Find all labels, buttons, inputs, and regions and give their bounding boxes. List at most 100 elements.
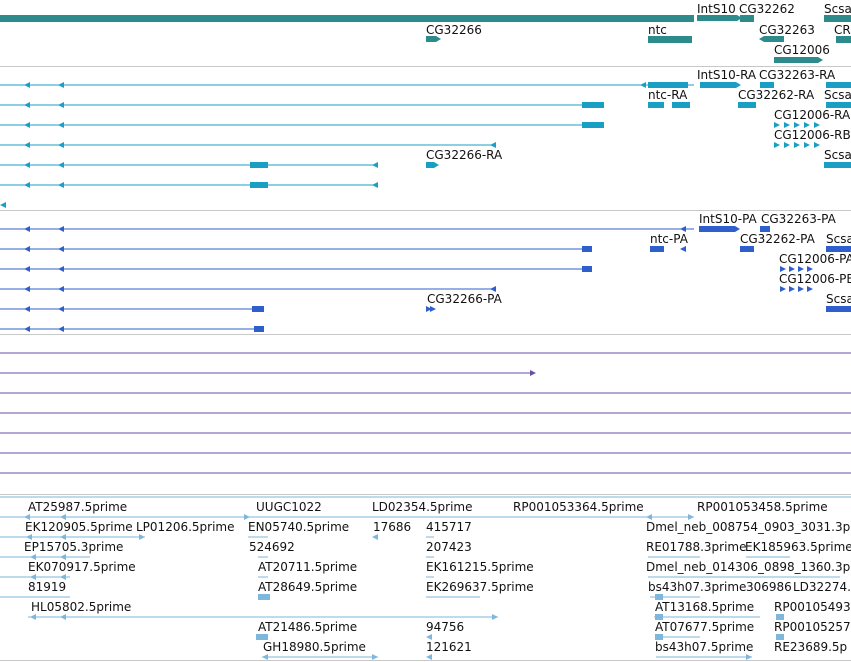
est-label[interactable]: AT13168.5prime bbox=[655, 600, 755, 614]
strand-arrow-left bbox=[646, 514, 652, 520]
transcript-label[interactable]: IntS10-RA bbox=[697, 68, 757, 82]
feature-box bbox=[258, 594, 270, 600]
est-label[interactable]: AT20711.5prime bbox=[258, 560, 358, 574]
est-label[interactable]: AT25987.5prime bbox=[28, 500, 128, 514]
est-label[interactable]: HL05802.5prime bbox=[31, 600, 132, 614]
feature-box bbox=[582, 122, 604, 128]
est-label[interactable]: EK185963.5prime bbox=[745, 540, 851, 554]
est-label[interactable]: RE23689.5p bbox=[774, 640, 848, 654]
strand-arrow-right bbox=[789, 286, 795, 292]
feature-box bbox=[250, 162, 268, 168]
gene-label[interactable]: CG32266 bbox=[426, 23, 482, 37]
gene-label[interactable]: CR bbox=[834, 23, 851, 37]
est-label[interactable]: GH18980.5prime bbox=[263, 640, 366, 654]
feature-box bbox=[776, 634, 784, 640]
strand-arrow-left bbox=[24, 182, 30, 188]
strand-arrow-left bbox=[58, 286, 64, 292]
est-label[interactable]: EK269637.5prime bbox=[426, 580, 534, 594]
strand-arrow-right bbox=[794, 122, 800, 128]
est-label[interactable]: Dmel_neb_014306_0898_1360.3p bbox=[646, 560, 851, 574]
gene-label[interactable]: IntS10 bbox=[697, 2, 736, 16]
transcript-label[interactable]: CG32262-RA bbox=[738, 88, 815, 102]
est-label[interactable]: RP001053364.5prime bbox=[513, 500, 644, 514]
est-label[interactable]: LD02354.5prime bbox=[372, 500, 473, 514]
strand-arrow-left bbox=[759, 36, 764, 42]
feature-box bbox=[672, 102, 690, 108]
transcript-label[interactable]: CG12006-RA bbox=[774, 108, 851, 122]
feature-box bbox=[250, 182, 268, 188]
est-label[interactable]: UUGC1022 bbox=[256, 500, 322, 514]
est-label[interactable]: RE01788.3prime bbox=[646, 540, 747, 554]
est-label[interactable]: AT28649.5prime bbox=[258, 580, 358, 594]
polypeptide-label[interactable]: IntS10-PA bbox=[699, 212, 757, 226]
transcript-label[interactable]: ntc-RA bbox=[648, 88, 688, 102]
transcript-label[interactable]: Scsal bbox=[824, 148, 851, 162]
est-label[interactable]: EK161215.5prime bbox=[426, 560, 534, 574]
est-label[interactable]: Dmel_neb_008754_0903_3031.3p bbox=[646, 520, 851, 534]
strand-arrow-left bbox=[58, 102, 64, 108]
feature-box bbox=[826, 102, 851, 108]
strand-arrow-right bbox=[746, 654, 752, 660]
est-label[interactable]: RP00105257 bbox=[774, 620, 851, 634]
transcript-label[interactable]: CG32263-RA bbox=[759, 68, 836, 82]
est-label[interactable]: bs43h07.3prime bbox=[648, 580, 747, 594]
track-separator bbox=[0, 66, 851, 67]
strand-arrow-right bbox=[807, 286, 813, 292]
transcript-label[interactable]: CG32266-RA bbox=[426, 148, 503, 162]
strand-arrow-left bbox=[60, 574, 66, 580]
est-label[interactable]: 121621 bbox=[426, 640, 472, 654]
est-label[interactable]: 306986 bbox=[746, 580, 792, 594]
est-label[interactable]: LP01206.5prime bbox=[136, 520, 235, 534]
gene-label[interactable]: CG32262 bbox=[739, 2, 795, 16]
est-label[interactable]: RP00105493 bbox=[774, 600, 851, 614]
strand-arrow-right bbox=[798, 266, 804, 272]
strand-arrow-right bbox=[434, 162, 439, 168]
transcript-label[interactable]: Scsal bbox=[824, 88, 851, 102]
gene-feature bbox=[648, 36, 692, 43]
est-label[interactable]: 415717 bbox=[426, 520, 472, 534]
strand-arrow-right bbox=[814, 122, 820, 128]
est-label[interactable]: EP15705.3prime bbox=[24, 540, 124, 554]
gene-label[interactable]: CG32263 bbox=[759, 23, 815, 37]
strand-arrow-left bbox=[0, 202, 6, 208]
est-label[interactable]: EN05740.5prime bbox=[248, 520, 350, 534]
gene-label[interactable]: CG12006 bbox=[774, 43, 830, 57]
polypeptide-label[interactable]: ntc-PA bbox=[650, 232, 688, 246]
est-label[interactable]: 94756 bbox=[426, 620, 465, 634]
polypeptide-label[interactable]: CG12006-PB bbox=[779, 272, 851, 286]
strand-arrow-right bbox=[492, 614, 498, 620]
polypeptide-label[interactable]: Scsa bbox=[826, 232, 851, 246]
feature-box bbox=[776, 614, 784, 620]
strand-arrow-right bbox=[804, 142, 810, 148]
strand-arrow-left bbox=[24, 246, 30, 252]
track-separator bbox=[0, 334, 851, 335]
feature-box bbox=[738, 102, 756, 108]
gene-label[interactable]: Scsal bbox=[824, 2, 851, 16]
polypeptide-label[interactable]: CG12006-PA bbox=[779, 252, 851, 266]
est-label[interactable]: AT07677.5prime bbox=[655, 620, 755, 634]
transcript-label[interactable]: CG12006-RB bbox=[774, 128, 851, 142]
est-label[interactable]: 81919 bbox=[28, 580, 67, 594]
est-label[interactable]: LD32274. bbox=[793, 580, 851, 594]
est-label[interactable]: 207423 bbox=[426, 540, 472, 554]
strand-arrow-left bbox=[490, 286, 496, 292]
est-label[interactable]: EK120905.5prime bbox=[25, 520, 133, 534]
est-label[interactable]: 524692 bbox=[249, 540, 295, 554]
feature-box bbox=[426, 36, 436, 42]
gene-label[interactable]: ntc bbox=[648, 23, 667, 37]
est-label[interactable]: EK070917.5prime bbox=[28, 560, 136, 574]
est-label[interactable]: bs43h07.5prime bbox=[655, 640, 754, 654]
est-label[interactable]: RP001053458.5prime bbox=[697, 500, 828, 514]
strand-arrow-left bbox=[58, 306, 64, 312]
polypeptide-label[interactable]: CG32263-PA bbox=[761, 212, 836, 226]
feature-box bbox=[655, 614, 663, 620]
gene-feature bbox=[824, 15, 851, 22]
est-label[interactable]: 17686 bbox=[373, 520, 412, 534]
est-label[interactable]: AT21486.5prime bbox=[258, 620, 358, 634]
strand-arrow-left bbox=[58, 266, 64, 272]
polypeptide-label[interactable]: CG32266-PA bbox=[427, 292, 502, 306]
polypeptide-label[interactable]: Scsa bbox=[826, 292, 851, 306]
polypeptide-label[interactable]: CG32262-PA bbox=[740, 232, 815, 246]
